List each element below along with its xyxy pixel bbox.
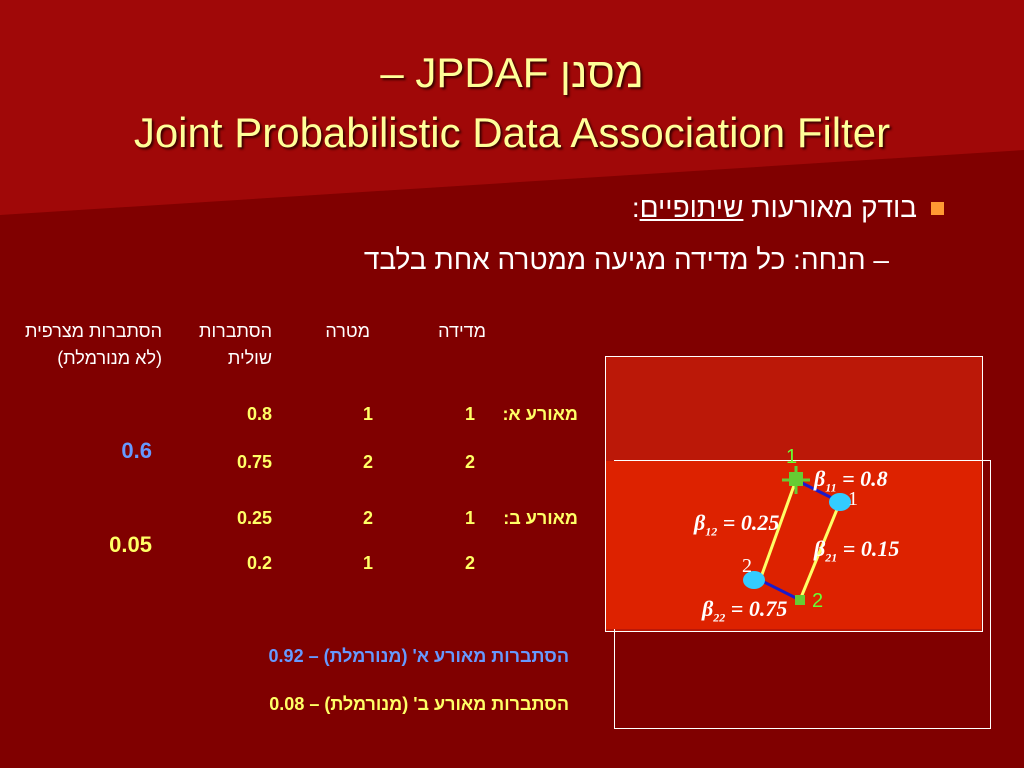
target-1-marker <box>829 493 851 511</box>
beta-22-value: 0.75 <box>748 596 788 621</box>
beta-21-label: β21 = 0.15 <box>814 536 900 565</box>
beta-11-value: 0.8 <box>860 466 888 491</box>
beta-22-label: β22 = 0.75 <box>702 596 788 625</box>
bullet-sub: – הנחה: כל מדידה מגיעה ממטרה אחת בלבד <box>363 244 889 275</box>
row1-measurement: 1 <box>464 404 475 424</box>
bullet-square-icon <box>931 201 944 215</box>
bullet-text-start: בודק מאורעות <box>743 192 917 223</box>
header-joint-probability: הסתברות שולית <box>199 321 272 368</box>
row4-measurement: 2 <box>464 553 475 573</box>
row3-measurement: 1 <box>464 508 475 528</box>
diagram-label-target-2: 2 <box>742 555 752 577</box>
row3-target: 2 <box>362 508 373 528</box>
row4-joint: 0.2 <box>246 553 272 573</box>
link-1-2-yellow-b <box>798 501 842 601</box>
measurement-1-marker <box>782 466 810 494</box>
measurement-2-marker <box>795 595 805 605</box>
row1-target: 1 <box>362 404 373 424</box>
title-line-2: Joint Probabilistic Data Association Fil… <box>133 109 891 156</box>
header-probability: הסתברות מצרפית (לא מנורמלת) <box>25 321 162 368</box>
bullet-text-colon: : <box>631 192 640 223</box>
beta-11-label: β11 = 0.8 <box>814 466 888 495</box>
link-1-2-yellow <box>758 479 798 581</box>
link-2-2-blue <box>759 578 801 602</box>
header-measurement: מדידה <box>438 321 486 341</box>
header-target: מטרה <box>325 321 370 341</box>
row2-joint: 0.75 <box>236 452 272 472</box>
beta-21-value: 0.15 <box>860 536 900 561</box>
row2-target: 2 <box>362 452 373 472</box>
bullet-text-underlined: שיתופיים <box>639 192 744 223</box>
event-a-label: מאורע א: <box>502 404 578 424</box>
probability-event-b: 0.05 <box>109 532 152 557</box>
diagram-label-target-1: 1 <box>848 488 858 510</box>
row3-joint: 0.25 <box>236 508 272 528</box>
footer-event-a-normalized: הסתברות מאורע א' (מנורמלת) – 0.92 <box>268 646 569 666</box>
probability-event-a: 0.6 <box>121 438 152 463</box>
target-2-marker <box>743 571 765 589</box>
row2-measurement: 2 <box>464 452 475 472</box>
title-line-1: מסנן JPDAF – <box>380 49 644 96</box>
diagram-label-measurement-2: 2 <box>812 590 824 612</box>
footer-event-b-normalized: הסתברות מאורע ב' (מנורמלת) – 0.08 <box>269 694 569 714</box>
row4-target: 1 <box>362 553 373 573</box>
bullet-main: בודק מאורעות שיתופיים: <box>632 192 944 224</box>
beta-12-label: β12 = 0.25 <box>694 510 780 539</box>
row1-joint: 0.8 <box>246 404 272 424</box>
beta-12-value: 0.25 <box>740 510 780 535</box>
event-b-label: מאורע ב: <box>503 508 578 528</box>
bullet-text: בודק מאורעות שיתופיים: <box>632 192 917 224</box>
diagram-label-measurement-1: 1 <box>786 446 798 468</box>
